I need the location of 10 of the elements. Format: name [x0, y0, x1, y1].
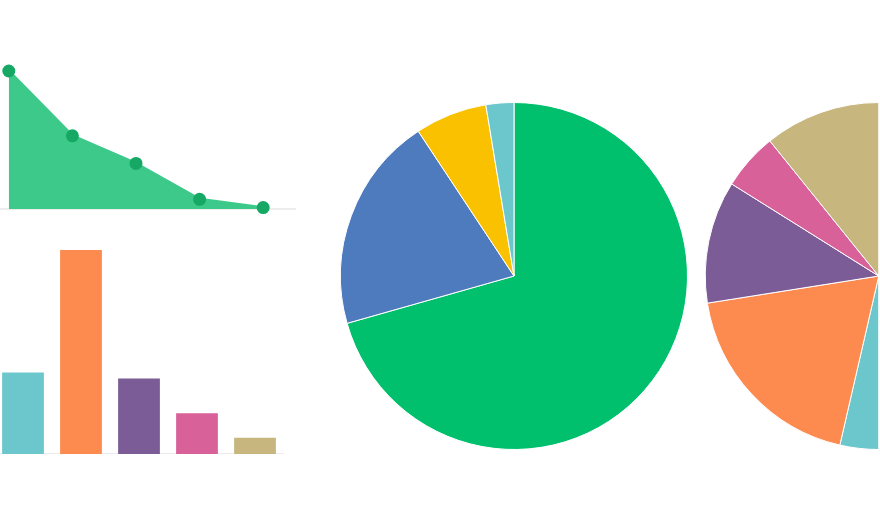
point — [129, 156, 143, 170]
bar — [234, 437, 276, 454]
point — [2, 64, 16, 78]
bar — [60, 250, 102, 454]
point — [65, 129, 79, 143]
point — [256, 201, 270, 215]
bar — [176, 413, 218, 454]
bar — [118, 378, 160, 454]
point — [193, 192, 207, 206]
bar — [2, 372, 44, 454]
